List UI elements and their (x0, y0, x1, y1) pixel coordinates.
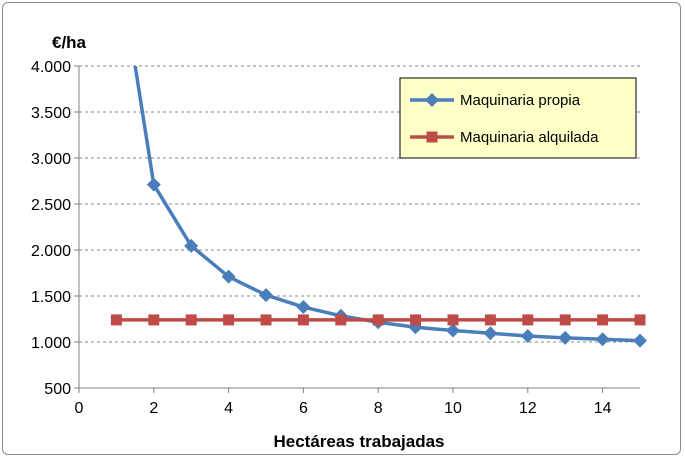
y-axis-title: €/ha (52, 33, 87, 52)
x-tick-label: 0 (75, 400, 84, 417)
series-line (133, 66, 640, 343)
x-tick-label: 10 (444, 400, 462, 417)
data-point (335, 314, 347, 326)
data-point (296, 300, 311, 315)
legend-marker (425, 93, 439, 107)
data-point (297, 314, 309, 326)
y-tick-label: 4.000 (31, 59, 71, 76)
axes (74, 65, 640, 393)
data-point (597, 314, 609, 326)
data-point (110, 314, 122, 326)
legend-label: Maquinaria alquilada (460, 129, 599, 146)
x-tick-label: 4 (224, 400, 233, 417)
data-point (595, 332, 610, 347)
x-tick-label: 12 (519, 400, 537, 417)
legend-marker (426, 131, 438, 143)
legend-box (399, 77, 637, 159)
data-point (447, 314, 459, 326)
data-point (633, 333, 647, 348)
x-tick-labels: 0 2 4 6 8 10 12 14 (75, 400, 612, 417)
y-tick-labels: 500 1.000 1.500 2.000 2.500 3.000 3.500 4.000 (31, 59, 71, 398)
x-tick-label: 2 (149, 400, 158, 417)
series-layer (110, 66, 647, 348)
data-point (259, 288, 273, 303)
data-point (146, 177, 161, 192)
series-1 (133, 66, 647, 348)
data-point (522, 314, 534, 326)
x-axis-title: Hectáreas trabajadas (273, 432, 444, 451)
data-point (410, 314, 422, 326)
y-tick-label: 1.500 (31, 289, 71, 306)
x-tick-label: 6 (299, 400, 308, 417)
data-point (559, 314, 571, 326)
y-tick-label: 2.000 (31, 243, 71, 260)
x-tick-label: 8 (374, 400, 383, 417)
data-point (484, 314, 496, 326)
y-tick-label: 3.000 (31, 151, 71, 168)
data-point (185, 314, 197, 326)
legend: Maquinaria propia Maquinaria alquilada (399, 77, 637, 159)
series-2 (110, 314, 646, 326)
data-point (221, 269, 236, 284)
data-point (223, 314, 235, 326)
y-tick-label: 2.500 (31, 197, 71, 214)
x-tick-label: 14 (594, 400, 612, 417)
y-tick-label: 500 (44, 381, 71, 398)
legend-label: Maquinaria propia (460, 92, 581, 109)
data-point (558, 330, 573, 345)
data-point (148, 314, 160, 326)
data-point (260, 314, 272, 326)
data-point (372, 314, 384, 326)
data-point (520, 329, 535, 344)
data-point (446, 323, 460, 338)
data-point (634, 314, 646, 326)
y-tick-label: 3.500 (31, 105, 71, 122)
data-point (184, 238, 199, 253)
y-tick-label: 1.000 (31, 335, 71, 352)
data-point (483, 326, 498, 341)
